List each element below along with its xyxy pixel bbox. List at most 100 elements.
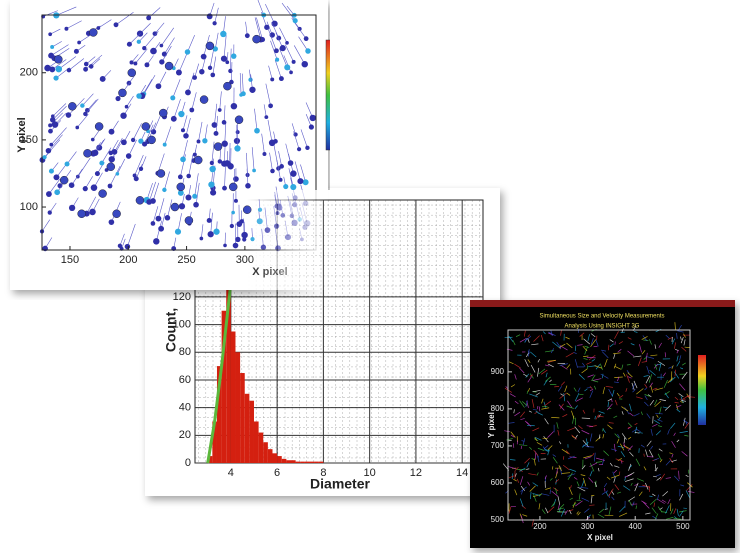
particle [256,218,263,225]
streak [527,359,531,364]
streak [595,339,599,347]
streak [50,28,61,35]
streak [527,334,530,338]
particle [192,75,197,80]
streak [560,381,565,386]
streak [584,345,590,348]
streak [525,400,528,408]
streak [684,434,689,437]
streak [603,482,608,488]
particle [192,193,198,199]
streak [683,333,686,338]
streak [661,499,667,503]
particle [180,156,186,163]
x-tick-label: 250 [177,254,195,266]
streak [212,56,217,75]
streak [657,419,663,422]
streak [271,21,280,39]
streak [545,376,551,382]
streak [610,474,620,479]
streak [201,224,204,239]
streak [665,334,670,339]
streak [645,512,651,515]
streak [144,124,154,145]
particle [162,142,167,147]
particle [212,46,218,52]
streak [514,411,521,417]
particle [184,49,191,55]
streak [676,360,681,367]
streak [628,500,633,506]
streak [524,420,530,425]
streak [214,103,218,126]
point [77,209,86,218]
streak [566,392,571,396]
x-tick-label: 300 [236,254,254,266]
particle [199,236,204,241]
streak [532,389,541,393]
particle [82,186,88,192]
particle [283,183,289,190]
streak [644,394,650,397]
streak [581,368,588,374]
streak [66,20,82,30]
streak [644,384,648,388]
x-axis-label: Diameter [310,476,370,492]
particle [273,223,280,229]
streak [634,483,638,486]
streak [671,453,674,458]
streak [674,516,677,519]
streak [187,34,195,53]
streak [540,334,544,342]
streak [520,411,526,418]
streak [508,466,516,470]
y-tick-label: 60 [179,374,191,386]
particle [290,170,297,177]
y-tick-label: 200 [20,67,38,79]
streak [525,373,530,378]
streak [627,372,633,378]
streak [513,409,515,414]
streak [519,444,528,446]
particle [260,244,267,250]
streak [621,433,627,440]
streak [294,196,301,220]
bar [314,461,319,463]
point [118,88,127,98]
particle [223,243,227,248]
streak [567,455,575,460]
bar [244,393,250,463]
streak [625,388,628,392]
particle [92,149,99,156]
streak [549,379,552,383]
streak [593,385,597,390]
streak [646,366,650,374]
streak [528,473,537,476]
streak [646,413,651,419]
streak [627,376,632,379]
streak [510,434,515,438]
particle [278,177,283,182]
streak [667,377,674,384]
streak [678,393,684,398]
streak [551,501,556,508]
streak [674,396,679,401]
streak [567,472,573,480]
streak [536,405,539,410]
streak [92,130,100,140]
streak [595,414,599,420]
streak [567,473,576,477]
streak [285,44,294,63]
streak [52,105,67,120]
particle [111,149,118,155]
streak [646,440,652,447]
streak [677,330,684,333]
streak [609,462,613,467]
particle [42,155,47,160]
particle [245,183,251,189]
streak [581,479,585,488]
streak [663,379,668,388]
streak [611,398,613,403]
particle [83,61,89,67]
streak [52,103,67,117]
